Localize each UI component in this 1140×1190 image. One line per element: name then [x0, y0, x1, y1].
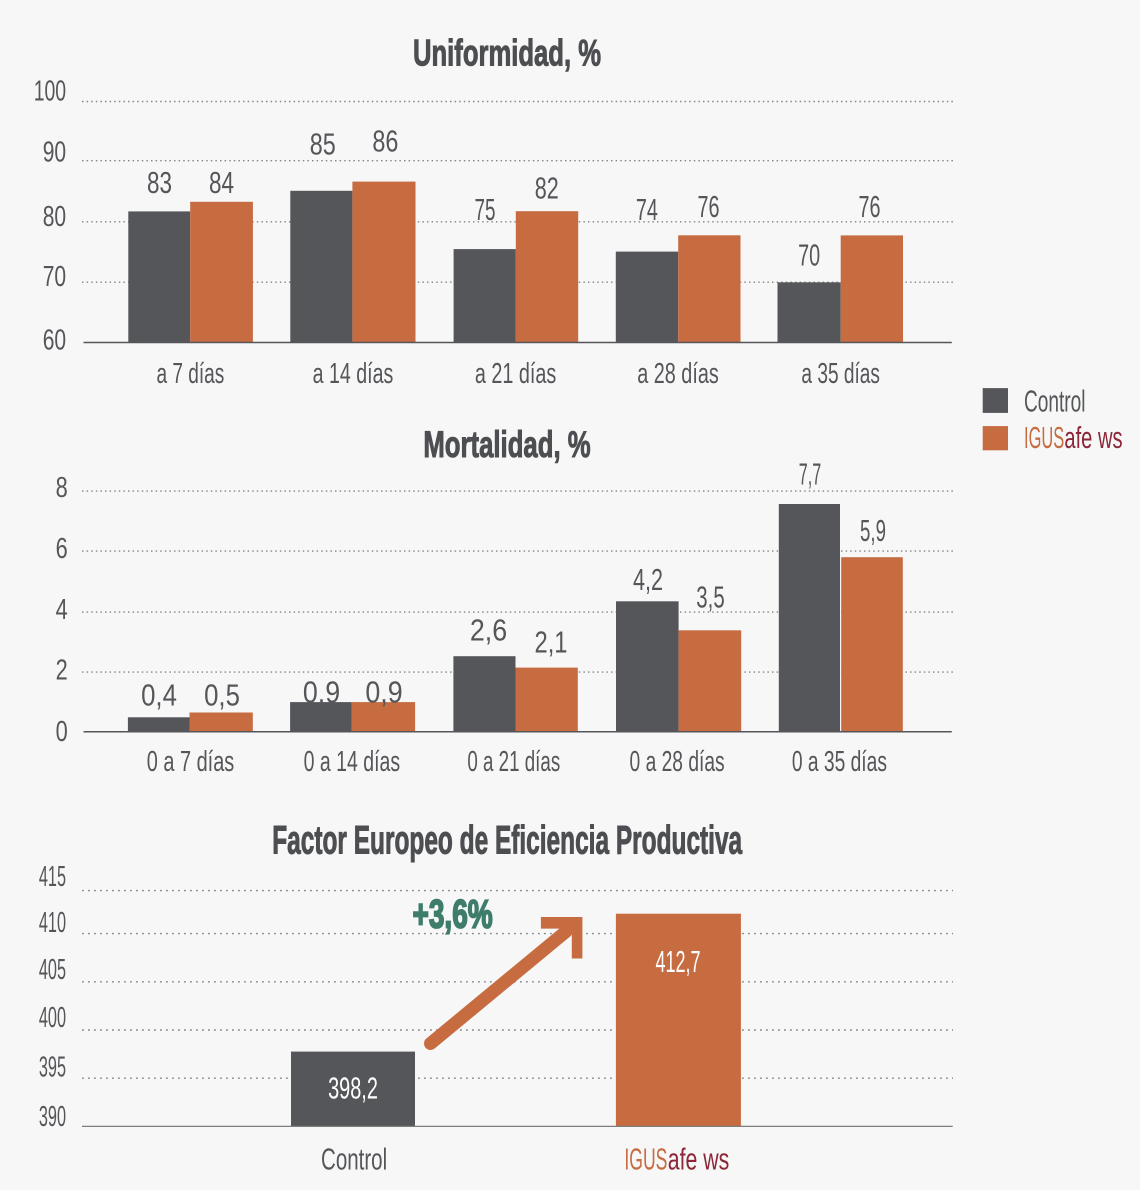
svg-text:90: 90	[43, 137, 66, 169]
svg-text:a 7 días: a 7 días	[156, 358, 224, 390]
svg-text:70: 70	[798, 238, 820, 273]
svg-text:Uniformidad, %: Uniformidad, %	[413, 32, 601, 74]
svg-text:a 14 días: a 14 días	[313, 358, 394, 390]
svg-text:8: 8	[56, 472, 68, 504]
svg-text:7,7: 7,7	[799, 457, 821, 492]
svg-text:74: 74	[636, 192, 658, 227]
svg-text:100: 100	[34, 76, 66, 108]
svg-text:5,9: 5,9	[860, 513, 886, 548]
svg-text:0 a 14 días: 0 a 14 días	[304, 746, 401, 778]
svg-text:85: 85	[310, 126, 336, 161]
svg-text:0,9: 0,9	[303, 674, 340, 709]
svg-text:6: 6	[56, 533, 68, 565]
svg-text:395: 395	[39, 1052, 66, 1084]
svg-text:86: 86	[372, 124, 398, 159]
svg-text:83: 83	[147, 165, 172, 200]
svg-text:2,6: 2,6	[470, 613, 507, 648]
svg-text:410: 410	[39, 907, 66, 939]
svg-text:60: 60	[43, 324, 66, 356]
svg-text:0 a 7 días: 0 a 7 días	[147, 746, 235, 778]
svg-text:0 a 21 días: 0 a 21 días	[467, 746, 560, 778]
svg-text:80: 80	[43, 201, 66, 233]
svg-text:IGUS: IGUS	[1024, 421, 1064, 455]
svg-text:82: 82	[535, 171, 559, 206]
svg-text:0,5: 0,5	[204, 677, 240, 712]
svg-text:0: 0	[56, 716, 68, 748]
svg-text:Control: Control	[321, 1142, 387, 1177]
svg-text:0,4: 0,4	[141, 677, 177, 712]
svg-text:4: 4	[56, 594, 68, 626]
svg-text:2: 2	[56, 654, 68, 686]
svg-text:afe ws: afe ws	[668, 1142, 730, 1177]
svg-text:400: 400	[39, 1002, 66, 1034]
svg-text:Factor Europeo de Eficiencia P: Factor Europeo de Eficiencia Productiva	[272, 819, 742, 863]
svg-text:415: 415	[39, 861, 66, 893]
svg-text:a 28 días: a 28 días	[637, 358, 719, 390]
svg-text:76: 76	[859, 189, 881, 224]
svg-text:Mortalidad, %: Mortalidad, %	[423, 423, 590, 465]
svg-text:Control: Control	[1024, 385, 1086, 419]
svg-text:70: 70	[43, 261, 66, 293]
svg-text:390: 390	[39, 1101, 66, 1133]
svg-text:412,7: 412,7	[655, 945, 700, 979]
svg-text:4,2: 4,2	[633, 562, 663, 597]
svg-text:405: 405	[39, 954, 66, 986]
svg-text:IGUS: IGUS	[624, 1142, 667, 1177]
svg-text:75: 75	[475, 192, 496, 227]
svg-text:84: 84	[209, 165, 234, 200]
svg-text:+3,6%: +3,6%	[413, 893, 493, 937]
svg-text:0 a 28 días: 0 a 28 días	[630, 746, 725, 778]
svg-text:76: 76	[698, 189, 720, 224]
svg-text:afe ws: afe ws	[1064, 421, 1122, 455]
svg-text:0,9: 0,9	[365, 674, 402, 709]
svg-text:2,1: 2,1	[535, 625, 568, 660]
svg-text:a 21 días: a 21 días	[475, 358, 557, 390]
svg-text:a 35 días: a 35 días	[801, 358, 880, 390]
svg-text:3,5: 3,5	[696, 579, 724, 614]
svg-text:398,2: 398,2	[328, 1071, 378, 1105]
svg-text:0 a 35 días: 0 a 35 días	[792, 746, 887, 778]
